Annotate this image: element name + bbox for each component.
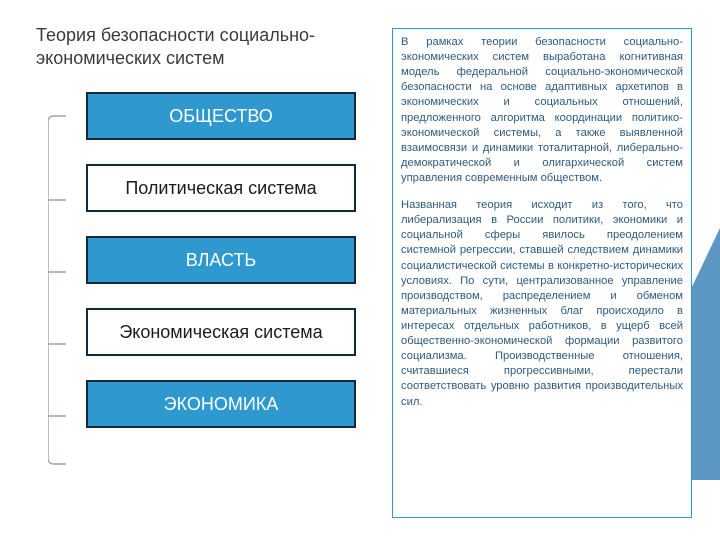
text-paragraph: В рамках теории безопасности социально-э… [401, 35, 683, 186]
node-political-system: Политическая система [86, 164, 356, 212]
node-society: ОБЩЕСТВО [86, 92, 356, 140]
node-label: Экономическая система [119, 322, 322, 343]
node-label: ВЛАСТЬ [186, 250, 256, 271]
node-label: ЭКОНОМИКА [164, 394, 279, 415]
node-label: Политическая система [125, 178, 316, 199]
diagram-column: ОБЩЕСТВО Политическая система ВЛАСТЬ Эко… [68, 92, 360, 428]
page-title: Теория безопасности социально-экономичес… [36, 24, 376, 71]
text-panel: В рамках теории безопасности социально-э… [392, 28, 692, 518]
node-economic-system: Экономическая система [86, 308, 356, 356]
text-paragraph: Названная теория исходит из того, что ли… [401, 198, 683, 410]
slide: Теория безопасности социально-экономичес… [0, 0, 720, 540]
node-label: ОБЩЕСТВО [169, 106, 273, 127]
node-power: ВЛАСТЬ [86, 236, 356, 284]
bracket-connector [48, 104, 66, 476]
node-economy: ЭКОНОМИКА [86, 380, 356, 428]
